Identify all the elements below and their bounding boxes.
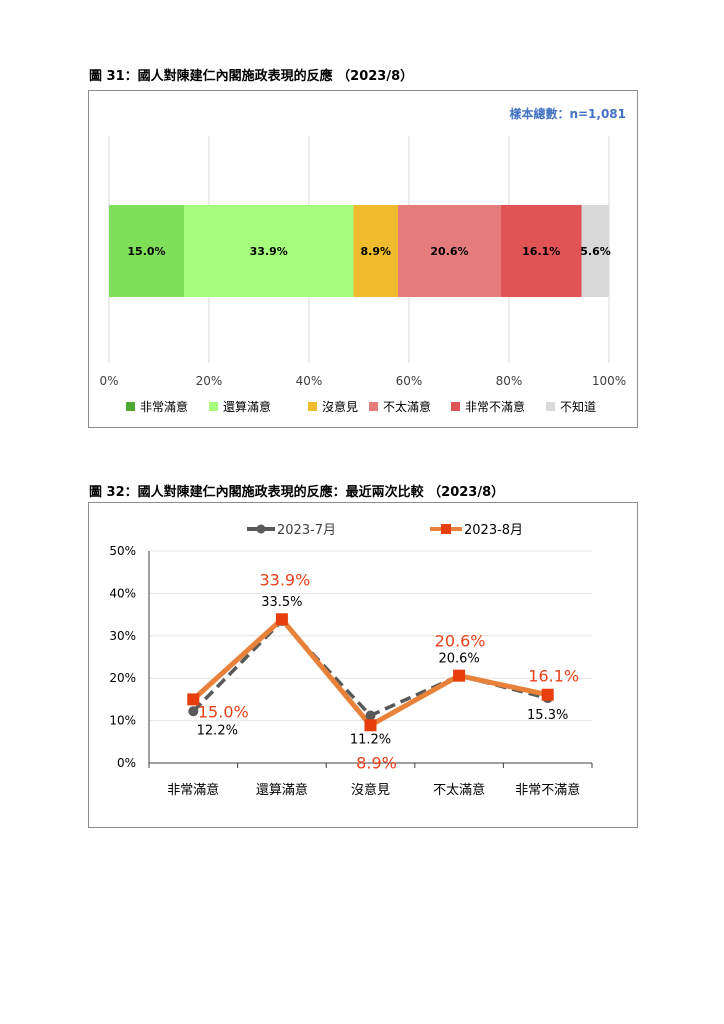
data-point-2023-8: [453, 669, 466, 682]
x-tick-label: 沒意見: [351, 782, 390, 798]
data-label: 16.1%: [522, 245, 560, 258]
y-tick-label: 30%: [109, 629, 136, 643]
data-label: 15.0%: [127, 245, 165, 258]
data-point-2023-8: [275, 613, 288, 626]
x-tick-label: 80%: [496, 374, 523, 388]
bar-segment-5: [501, 205, 582, 297]
data-point-2023-8: [364, 719, 377, 732]
stacked-bar-chart: 樣本總數：n=1,081 0% 20% 40% 60% 80% 100% 15.0% 33.9%…: [99, 106, 626, 414]
figure-31-title: 圖 31：國人對陳建仁內閣施政表現的反應 （2023/8）: [89, 69, 414, 84]
y-tick-label: 0%: [117, 756, 136, 770]
legend-label: 不知道: [560, 400, 596, 414]
x-tick-label: 非常滿意: [167, 782, 219, 798]
x-tick-label: 60%: [396, 374, 423, 388]
legend-swatch: [546, 402, 555, 411]
chart-panel-31: 樣本總數：n=1,081 0% 20% 40% 60% 80% 100% 15.0% 33.9%…: [88, 90, 638, 428]
data-label-2023-8: 20.6%: [435, 632, 486, 651]
legend-label: 還算滿意: [223, 399, 271, 414]
bar-segment-1: [109, 205, 184, 297]
legend-swatch: [126, 402, 135, 411]
sample-size-note: 樣本總數：n=1,081: [509, 106, 626, 121]
x-tick-label: 20%: [196, 374, 223, 388]
data-label-2023-7: 33.5%: [261, 595, 302, 610]
x-tick-label: 40%: [296, 374, 323, 388]
x-tick-label: 還算滿意: [256, 782, 308, 798]
legend-label: 2023-8月: [464, 523, 523, 538]
x-tick-label: 非常不滿意: [515, 782, 580, 798]
legend-marker-2023-7: [256, 524, 266, 534]
y-tick-label: 20%: [109, 671, 136, 685]
legend-label: 非常不滿意: [465, 399, 525, 414]
bar-segment-6: [581, 205, 610, 297]
figure-32-title: 圖 32：國人對陳建仁內閣施政表現的反應：最近兩次比較 （2023/8）: [89, 485, 505, 500]
legend-marker-2023-8: [441, 524, 451, 534]
data-point-2023-8: [541, 688, 554, 701]
legend-label: 不太滿意: [383, 399, 431, 414]
data-label-2023-7: 15.3%: [527, 708, 568, 723]
legend-label: 非常滿意: [140, 399, 188, 414]
x-tick-label: 0%: [99, 374, 118, 388]
legend-swatch: [308, 402, 317, 411]
data-label-2023-8: 15.0%: [198, 702, 249, 721]
legend-swatch: [451, 402, 460, 411]
series-line-2023-7: [192, 618, 549, 718]
data-label-2023-8: 33.9%: [259, 570, 310, 589]
chart-panel-32: 0% 10% 20% 30% 40% 50% 非常滿意 還算滿意 沒意見 不太滿意 非常不滿意 202…: [88, 502, 638, 828]
data-label: 33.9%: [250, 245, 288, 258]
y-tick-label: 50%: [109, 544, 136, 558]
data-label-2023-7: 20.6%: [438, 652, 479, 667]
legend-swatch: [369, 402, 378, 411]
data-label: 20.6%: [430, 245, 468, 258]
data-point-2023-7: [365, 710, 376, 721]
data-label-2023-7: 11.2%: [350, 733, 391, 748]
legend-label: 沒意見: [322, 399, 358, 414]
data-label: 8.9%: [360, 245, 391, 258]
legend-label: 2023-7月: [277, 523, 336, 538]
data-label-2023-8: 16.1%: [528, 667, 579, 686]
bar-segment-4: [398, 205, 501, 297]
data-label-2023-7: 12.2%: [197, 723, 238, 738]
y-tick-label: 40%: [109, 586, 136, 600]
data-label: 5.6%: [580, 245, 611, 258]
legend-swatch: [209, 402, 218, 411]
line-chart: 0% 10% 20% 30% 40% 50% 非常滿意 還算滿意 沒意見 不太滿意 非常不滿意 202…: [109, 523, 593, 798]
bar-segment-2: [184, 205, 354, 297]
bar-segment-3: [353, 205, 398, 297]
x-tick-label: 不太滿意: [433, 782, 485, 798]
data-label-2023-8: 8.9%: [356, 753, 397, 772]
y-tick-label: 10%: [109, 714, 136, 728]
data-point-2023-8: [187, 693, 200, 706]
data-point-2023-7: [188, 706, 199, 717]
x-tick-label: 100%: [592, 374, 626, 388]
